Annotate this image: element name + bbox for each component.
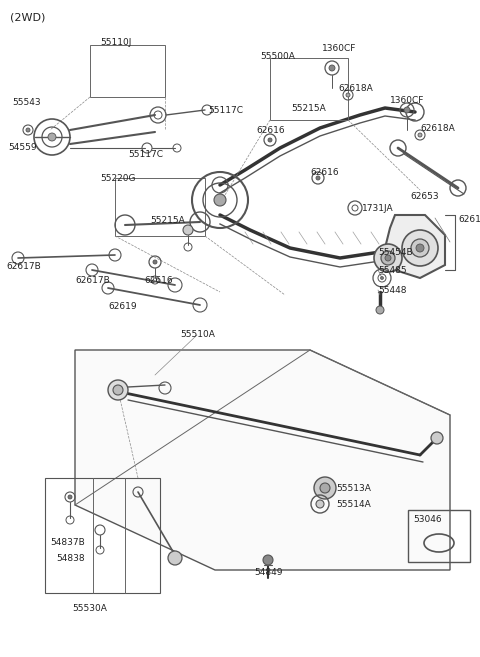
Text: 62610: 62610 [458, 215, 480, 224]
Circle shape [314, 477, 336, 499]
Text: 55514A: 55514A [336, 500, 371, 509]
Circle shape [68, 495, 72, 499]
Text: 55513A: 55513A [336, 484, 371, 493]
Circle shape [48, 133, 56, 141]
Circle shape [263, 555, 273, 565]
Text: 62616: 62616 [256, 126, 285, 135]
Text: 62616: 62616 [310, 168, 338, 177]
Text: 55117C: 55117C [128, 150, 163, 159]
Text: 54559: 54559 [8, 143, 36, 152]
Polygon shape [385, 215, 445, 278]
Text: 54838: 54838 [56, 554, 84, 563]
Circle shape [268, 138, 272, 142]
Circle shape [183, 225, 193, 235]
Circle shape [376, 306, 384, 314]
Text: 55485: 55485 [378, 266, 407, 275]
Text: 55220G: 55220G [100, 174, 135, 183]
Circle shape [108, 380, 128, 400]
Bar [270, 58, 348, 120]
Text: 62619: 62619 [108, 302, 137, 311]
Text: 54849: 54849 [254, 568, 283, 577]
Circle shape [316, 176, 320, 180]
Text: 55215A: 55215A [150, 216, 185, 225]
Text: 55510A: 55510A [180, 330, 215, 339]
Text: 55448: 55448 [378, 286, 407, 295]
Text: 55215A: 55215A [291, 104, 326, 113]
Bar [408, 510, 470, 562]
Circle shape [153, 260, 157, 264]
Text: 55500A: 55500A [260, 52, 295, 61]
Text: 55110J: 55110J [100, 38, 132, 47]
Circle shape [214, 194, 226, 206]
Text: 55454B: 55454B [378, 248, 413, 257]
Circle shape [346, 93, 350, 97]
Circle shape [402, 230, 438, 266]
Text: 62617B: 62617B [6, 262, 41, 271]
Text: 55117C: 55117C [208, 106, 243, 115]
Text: 53046: 53046 [413, 515, 442, 524]
Text: 1731JA: 1731JA [362, 204, 394, 213]
Bar [90, 45, 165, 97]
Circle shape [320, 483, 330, 493]
Text: 62616: 62616 [144, 276, 173, 285]
Circle shape [404, 107, 410, 113]
Circle shape [316, 500, 324, 508]
Polygon shape [75, 350, 450, 570]
Circle shape [381, 251, 395, 265]
Circle shape [381, 277, 384, 279]
Circle shape [26, 128, 30, 132]
Text: 62653: 62653 [410, 192, 439, 201]
Bar [115, 178, 205, 236]
Text: (2WD): (2WD) [10, 12, 46, 22]
Circle shape [168, 551, 182, 565]
Text: 55530A: 55530A [72, 604, 107, 613]
Text: 54837B: 54837B [50, 538, 85, 547]
Text: 55543: 55543 [12, 98, 41, 107]
Circle shape [411, 239, 429, 257]
Text: 1360CF: 1360CF [390, 96, 424, 105]
Circle shape [431, 432, 443, 444]
Text: 62618A: 62618A [420, 124, 455, 133]
Circle shape [385, 255, 391, 261]
Text: 1360CF: 1360CF [322, 44, 356, 53]
Bar [45, 478, 160, 593]
Circle shape [113, 385, 123, 395]
Text: 62617B: 62617B [75, 276, 110, 285]
Circle shape [416, 244, 424, 252]
Circle shape [418, 133, 422, 137]
Text: 62618A: 62618A [338, 84, 373, 93]
Circle shape [374, 244, 402, 272]
Circle shape [329, 65, 335, 71]
